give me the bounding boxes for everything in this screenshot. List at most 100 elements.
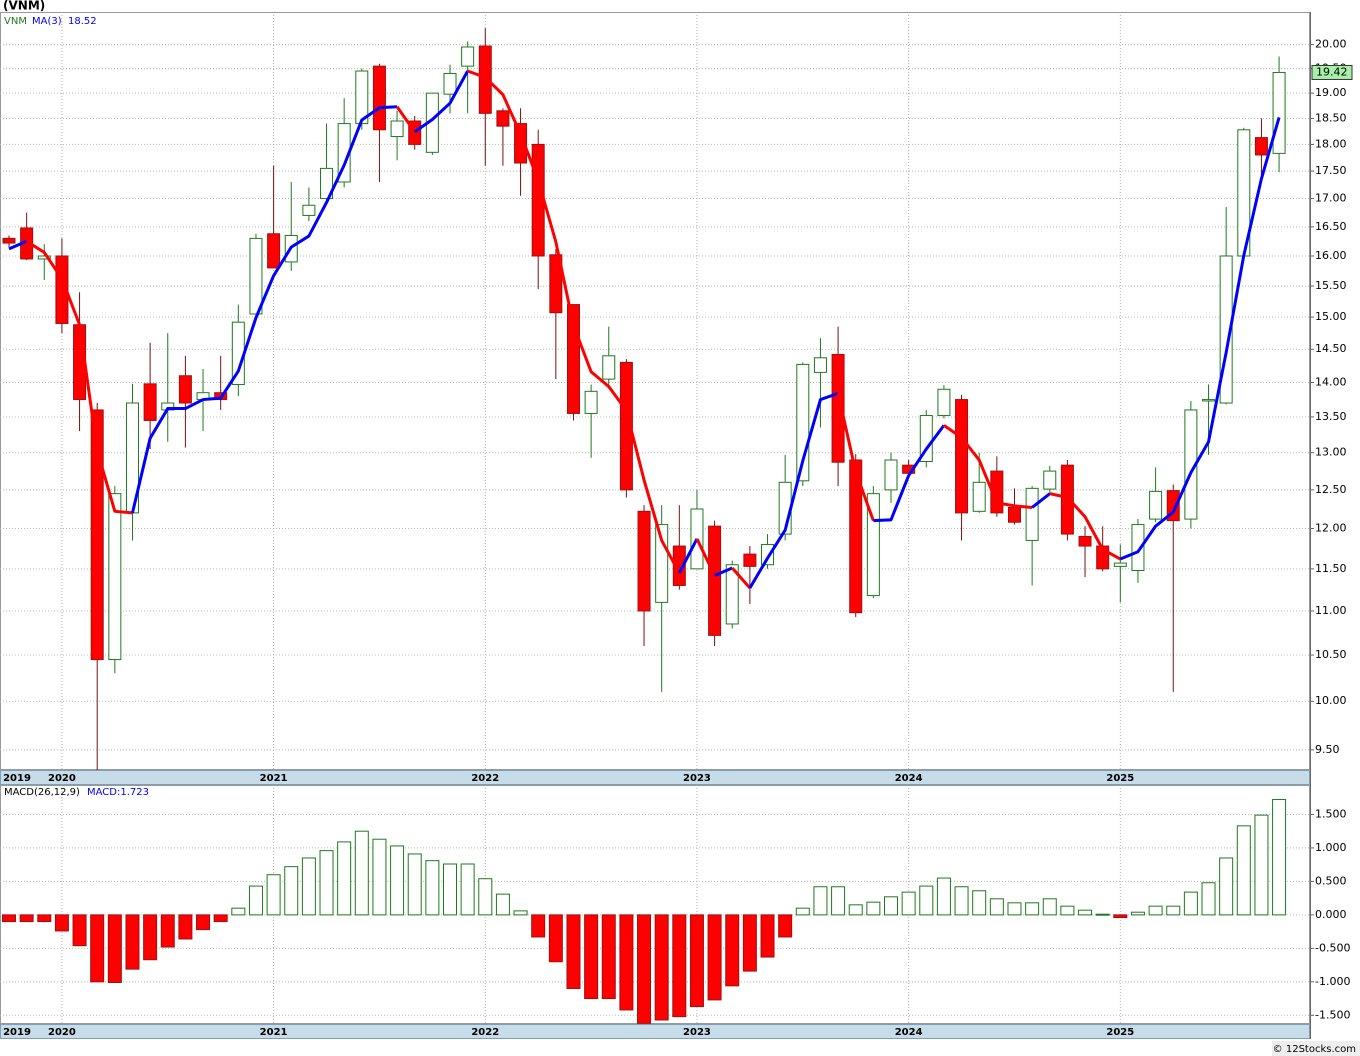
- macd-bar: [1201, 882, 1216, 916]
- candle-body: [549, 254, 563, 314]
- candle-body: [372, 65, 386, 131]
- macd-bar: [19, 914, 34, 923]
- macd-bar: [513, 910, 528, 916]
- candle-body: [1149, 490, 1163, 520]
- candle-body: [602, 355, 616, 380]
- y-tick-label: 14.00: [1315, 375, 1347, 388]
- candle-body: [672, 545, 686, 586]
- macd-bar: [1254, 814, 1269, 916]
- ma-line: [677, 538, 699, 574]
- y-tick-label: 17.50: [1315, 164, 1347, 177]
- macd-bar: [107, 914, 122, 983]
- labels: 9.50 10.00 10.50 11.00 11.50 12.00 12.50 13.00 1…: [3, 38, 1353, 1038]
- macd-bar: [37, 914, 52, 923]
- x-tick-label: 2025: [1106, 773, 1134, 784]
- ma-line: [8, 239, 28, 251]
- ma-line: [1119, 117, 1281, 561]
- last-price-label: 19.42: [1316, 65, 1348, 78]
- y-tick-label: 17.00: [1315, 192, 1347, 205]
- y-tick-label: -1.000: [1315, 975, 1350, 988]
- y-tick-label: -0.500: [1315, 941, 1350, 954]
- macd-bar: [443, 863, 457, 916]
- candle-body: [725, 564, 739, 625]
- macd-bar: [495, 893, 510, 916]
- x-tick-label: 2022: [471, 773, 499, 784]
- macd-bar: [213, 914, 228, 923]
- x-tick-label: 2019: [3, 773, 31, 784]
- y-tick-label: 16.00: [1315, 249, 1347, 262]
- candle-body: [2, 237, 16, 244]
- macd-bar: [725, 914, 740, 987]
- macd-bar: [125, 914, 140, 970]
- ma-line: [943, 424, 1033, 509]
- ma-line: [873, 424, 946, 523]
- candle-body: [514, 123, 528, 164]
- y-tick-label: 1.000: [1315, 841, 1347, 854]
- macd-bar: [372, 838, 387, 916]
- x-tick-label: 2022: [471, 1027, 499, 1038]
- candle-body: [584, 390, 598, 414]
- y-tick-label: 9.50: [1315, 743, 1340, 756]
- candle-body: [461, 46, 475, 67]
- macd-bar: [1272, 799, 1287, 916]
- macd-bar: [584, 914, 599, 1000]
- candle-body: [972, 481, 986, 512]
- ma-line: [836, 393, 875, 522]
- x-tick-label: 2024: [895, 1027, 923, 1038]
- candle-body: [849, 459, 863, 614]
- macd-bar: [248, 885, 263, 916]
- macd-bar: [354, 830, 369, 916]
- price-panel: [0, 12, 1310, 770]
- macd-bar: [160, 914, 175, 948]
- candle-body: [143, 383, 157, 421]
- macd-bar: [90, 914, 105, 983]
- candle-body: [708, 525, 722, 636]
- macd-bar: [548, 914, 563, 963]
- ma-line: [413, 70, 469, 134]
- macd-bar: [531, 914, 546, 938]
- macd-bar: [919, 885, 934, 916]
- indicator-title: MACD(26,12,9): [4, 787, 80, 798]
- ma-line: [25, 240, 133, 515]
- ma-line: [1031, 492, 1051, 509]
- y-tick-label: 14.50: [1315, 342, 1347, 355]
- candle-body: [813, 357, 827, 373]
- candle-body: [1078, 535, 1092, 547]
- macd-bar: [1183, 891, 1198, 916]
- macd-bar: [654, 914, 669, 1021]
- footer-box: [1272, 1041, 1360, 1056]
- macd-bar: [460, 863, 475, 916]
- y-tick-label: 18.00: [1315, 137, 1347, 150]
- candle-body: [1113, 562, 1127, 567]
- candle-body: [390, 120, 404, 138]
- macd-bar: [390, 845, 405, 916]
- y-tick-label: 11.00: [1315, 604, 1347, 617]
- macd-bar: [1113, 914, 1128, 919]
- ma-line: [131, 105, 398, 514]
- y-tick-label: 16.50: [1315, 220, 1347, 233]
- macd-bar: [637, 914, 652, 1024]
- macd-bar: [619, 914, 634, 1011]
- macd-bar: [1078, 909, 1093, 916]
- y-tick-label: 15.00: [1315, 310, 1347, 323]
- y-tick-label: 13.00: [1315, 446, 1347, 459]
- macd-bar: [266, 874, 281, 916]
- macd-bar: [72, 914, 87, 947]
- price-plot: [0, 12, 1310, 770]
- y-tick-label: 0.500: [1315, 874, 1347, 887]
- macd-bar: [848, 904, 863, 916]
- macd-bar: [989, 898, 1004, 916]
- candle-body: [90, 409, 104, 661]
- ma-line: [695, 538, 716, 577]
- candle-body: [443, 72, 457, 95]
- macd-bar: [778, 914, 793, 938]
- macd-bar: [178, 914, 193, 940]
- candle-body: [302, 204, 316, 216]
- y-tick-label: 1.500: [1315, 807, 1347, 820]
- x-tick-label: 2024: [895, 773, 923, 784]
- y-tick-label: 19.00: [1315, 86, 1347, 99]
- macd-bar: [337, 841, 352, 916]
- candle-body: [1043, 470, 1057, 490]
- ma-line: [748, 391, 839, 589]
